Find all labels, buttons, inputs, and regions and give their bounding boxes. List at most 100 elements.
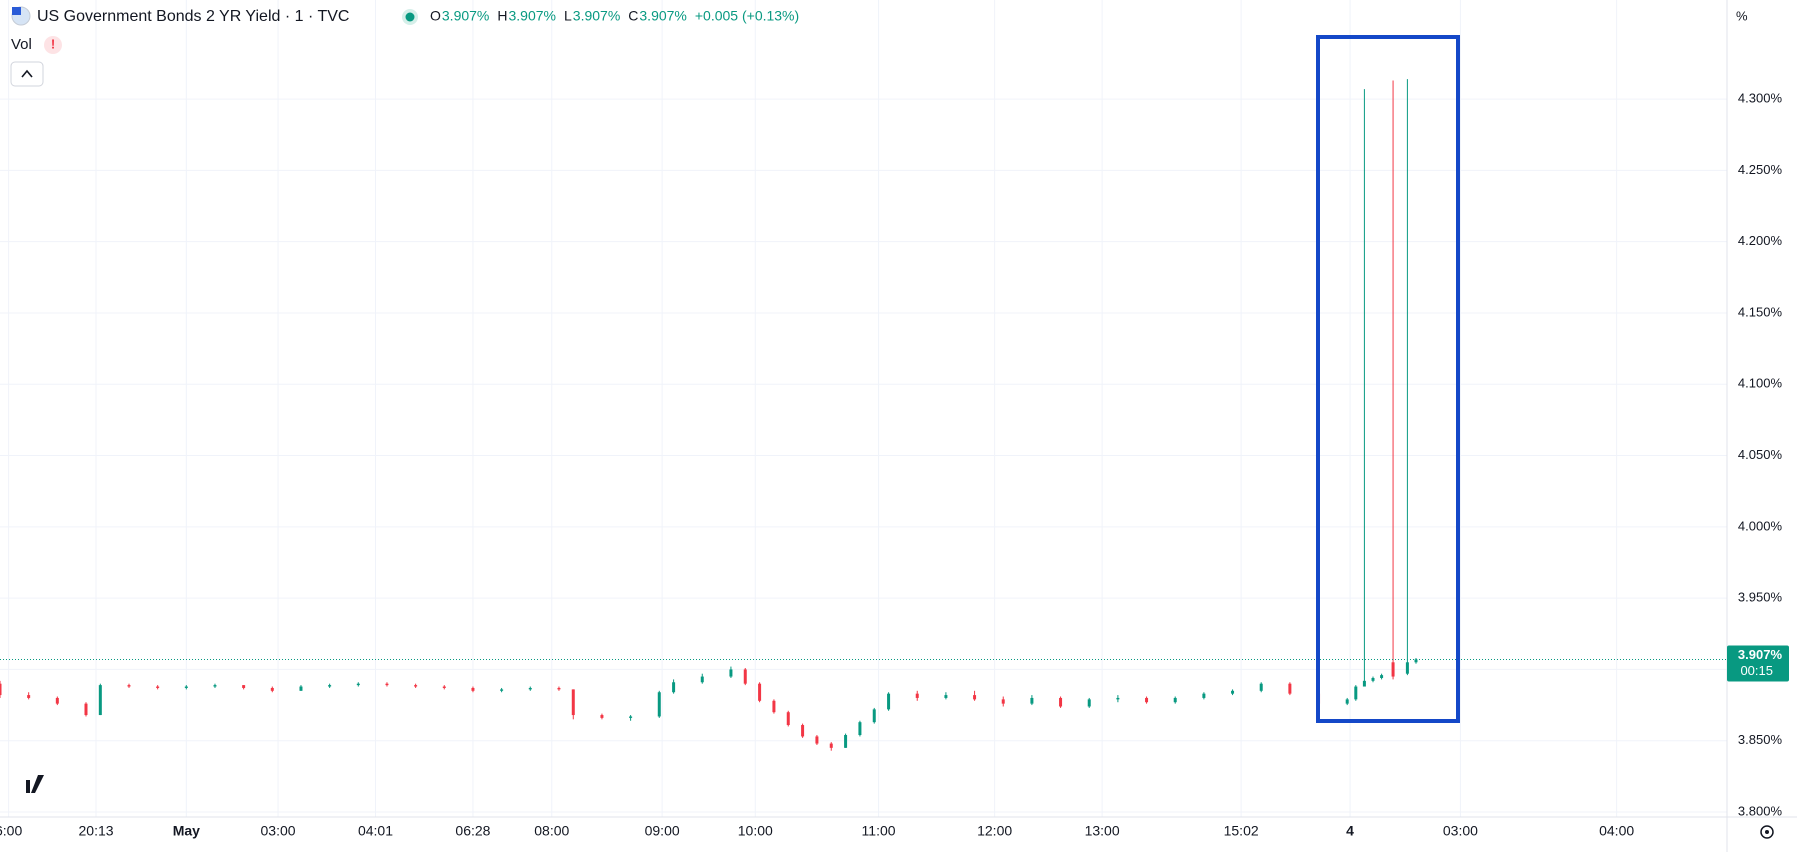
price-label-bg — [1727, 645, 1789, 682]
candle-body — [1345, 699, 1349, 704]
candle-body — [1059, 697, 1063, 707]
candle-body — [98, 685, 102, 716]
y-tick-label: 4.200% — [1738, 233, 1783, 248]
axes: 3.800%3.850%3.900%3.950%4.000%4.050%4.10… — [0, 91, 1789, 839]
candle-body — [858, 722, 862, 736]
volume-label: Vol — [11, 36, 32, 53]
legend-value: 3.907% — [639, 8, 686, 24]
x-tick-label: 08:00 — [534, 823, 569, 839]
legend-value: 3.907% — [442, 8, 489, 24]
legend-value: 3.907% — [509, 8, 556, 24]
x-tick-label: 06:28 — [455, 823, 490, 839]
settings-icon[interactable] — [1760, 825, 1774, 839]
y-tick-label: 3.800% — [1738, 803, 1783, 818]
candle-body — [84, 703, 88, 716]
candle-body — [242, 685, 246, 688]
candle-body — [629, 716, 633, 718]
candle-body — [1231, 690, 1235, 694]
candle-body — [844, 735, 848, 748]
legend-change: +0.005 (+0.13%) — [695, 8, 799, 24]
candle-body — [772, 700, 776, 713]
y-tick-label: 4.250% — [1738, 162, 1783, 177]
x-tick-label: 13:00 — [1085, 823, 1120, 839]
candle-body — [1391, 662, 1395, 677]
unit-label: % — [1736, 8, 1748, 23]
flag-icon — [12, 7, 21, 15]
candle-body — [1001, 699, 1005, 704]
x-tick-label: 03:00 — [261, 823, 296, 839]
candle-body — [1202, 693, 1206, 698]
candle-body — [27, 695, 31, 698]
x-tick-label: 15:02 — [1224, 823, 1259, 839]
candle-body — [500, 689, 504, 691]
y-tick-label: 4.100% — [1738, 376, 1783, 391]
candle-body — [1371, 677, 1375, 681]
candle-body — [872, 709, 876, 723]
collapse-icon — [21, 69, 33, 78]
candle-body — [657, 692, 661, 717]
collapse-button[interactable] — [10, 61, 44, 87]
candle-body — [356, 683, 360, 686]
candle-body — [973, 695, 977, 700]
candle-body — [385, 683, 389, 686]
x-tick-label: 12:00 — [977, 823, 1012, 839]
candle-body — [1259, 683, 1263, 691]
candle-body — [1288, 683, 1292, 694]
x-tick-label: 20:13 — [79, 823, 114, 839]
y-tick-label: 4.000% — [1738, 518, 1783, 533]
candle-body — [571, 689, 575, 716]
x-tick-label: 10:00 — [738, 823, 773, 839]
candle-body — [328, 685, 332, 687]
candle-body — [55, 697, 59, 704]
candle-body — [1030, 697, 1034, 704]
x-tick-label: 11:00 — [862, 823, 896, 839]
candle-body — [729, 669, 733, 677]
ohlc-legend: O 3.907% H 3.907% L 3.907% C 3.907% +0.005 (+0.1… — [430, 8, 799, 24]
candle-body — [801, 725, 805, 737]
legend-key: C — [628, 8, 638, 24]
candle-body — [156, 686, 160, 688]
candle-body — [1173, 697, 1177, 703]
x-tick-label: May — [173, 823, 200, 839]
warning-icon — [44, 36, 62, 54]
x-tick-label: 04:00 — [1599, 823, 1634, 839]
candle-body — [1362, 680, 1366, 687]
candle-body — [414, 685, 418, 687]
candle-body — [829, 743, 833, 748]
candle-body — [743, 669, 747, 684]
candle-body — [1354, 686, 1358, 700]
x-tick-label: 6:00 — [0, 823, 22, 839]
candle-body — [1405, 662, 1409, 674]
settings-icon — [1765, 830, 1769, 834]
legend-value: 3.907% — [573, 8, 620, 24]
y-tick-label: 4.150% — [1738, 304, 1783, 319]
legend-key: L — [564, 8, 572, 24]
x-tick-label: 09:00 — [645, 823, 680, 839]
candle-body — [1116, 697, 1120, 700]
candle-body — [1087, 699, 1091, 707]
candle-body — [1380, 675, 1384, 678]
candle-body — [758, 683, 762, 701]
candle-body — [557, 687, 561, 690]
candle-body — [786, 712, 790, 726]
symbol-title: US Government Bonds 2 YR Yield · 1 · TVC — [37, 8, 349, 25]
candle-body — [442, 686, 446, 688]
time-axis-bg — [0, 817, 1797, 852]
y-tick-label: 3.850% — [1738, 732, 1783, 747]
y-tick-label: 4.300% — [1738, 91, 1783, 106]
x-tick-label: 04:01 — [358, 823, 393, 839]
warning-icon: ! — [51, 36, 55, 51]
candle-body — [815, 736, 819, 744]
grid — [0, 0, 1727, 817]
candle-body — [700, 676, 704, 683]
logo — [14, 775, 44, 793]
candle-body — [299, 686, 303, 691]
candle-body — [471, 687, 475, 691]
candle-body — [184, 686, 188, 688]
candle-body — [0, 683, 2, 696]
y-tick-label: 4.050% — [1738, 447, 1783, 462]
legend-key: O — [430, 8, 441, 24]
candle-body — [270, 687, 274, 691]
